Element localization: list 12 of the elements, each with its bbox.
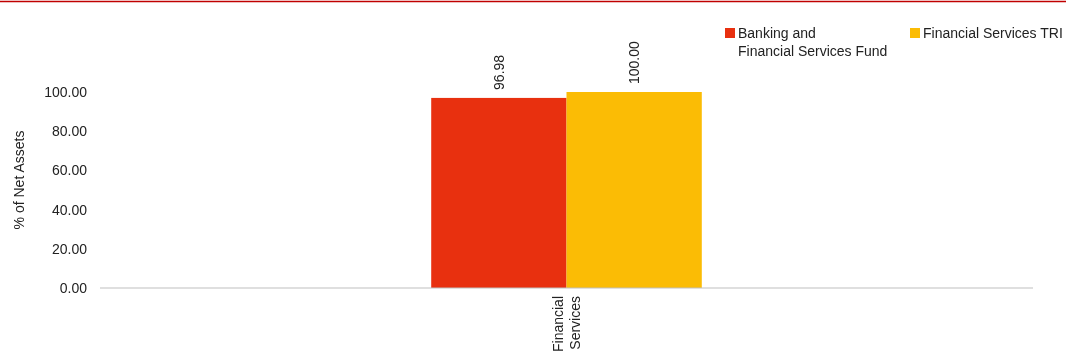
y-tick-label: 80.00	[51, 123, 88, 140]
y-axis-title: % of Net Assets	[11, 130, 27, 230]
y-tick-label: 20.00	[51, 240, 88, 257]
y-tick-label: 60.00	[51, 162, 88, 179]
x-tick-label: Financial Services	[550, 296, 583, 353]
text: 100.00	[626, 41, 643, 84]
y-tick-label: 40.00	[51, 201, 88, 218]
legend-label: Financial Services TRI	[923, 25, 1063, 41]
y-tick-label: 0.00	[59, 279, 88, 296]
y-tick-label: 100.00	[44, 83, 88, 100]
text: 96.98	[490, 54, 507, 90]
legend-label: Banking and Financial Services Fund	[738, 25, 888, 59]
